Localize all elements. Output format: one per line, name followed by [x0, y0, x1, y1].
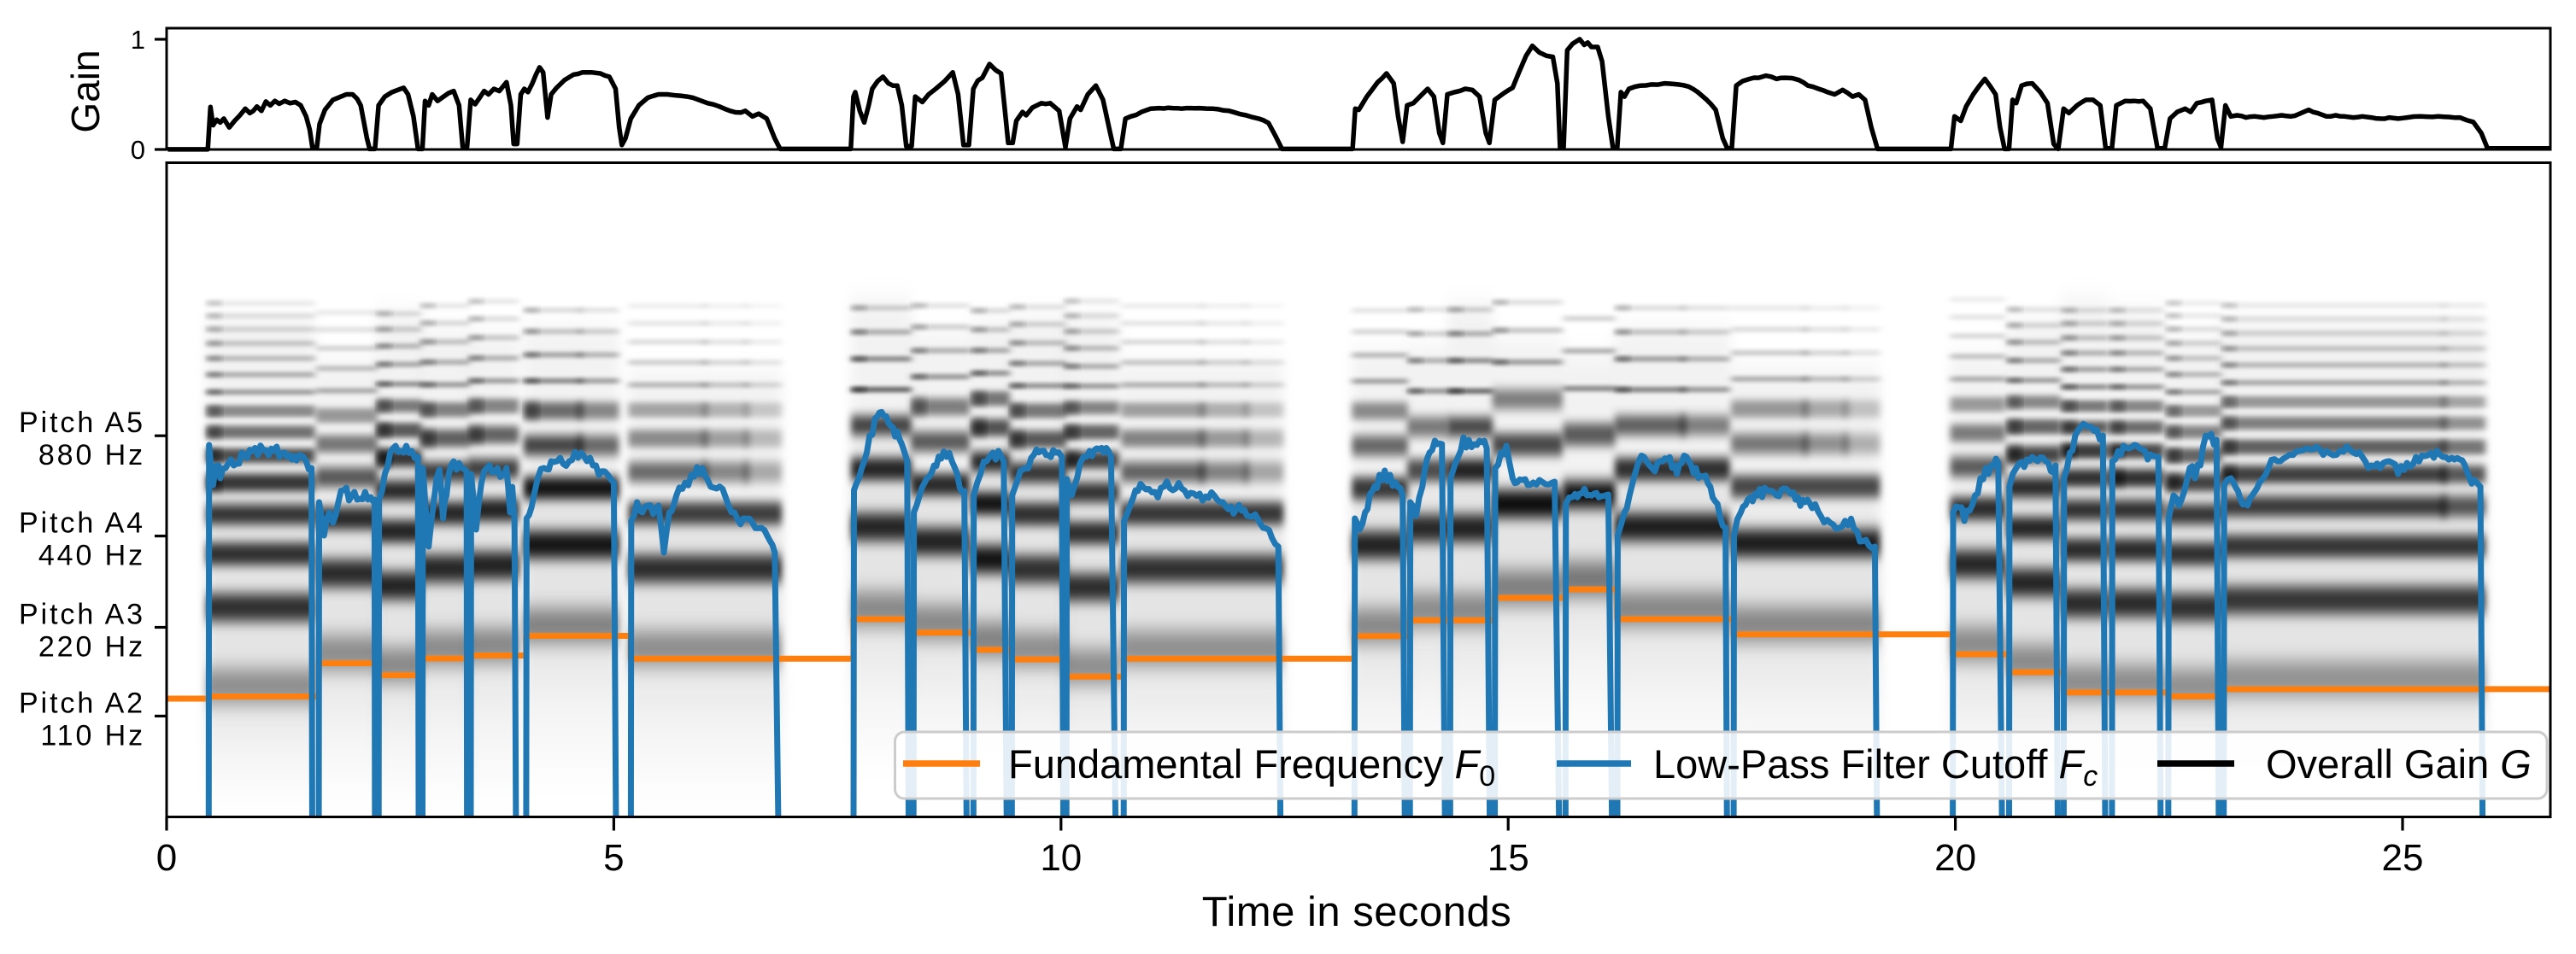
svg-text:Low-Pass Filter Cutoff Fc: Low-Pass Filter Cutoff Fc — [1653, 741, 2098, 793]
svg-text:25: 25 — [2382, 837, 2424, 879]
svg-text:Pitch A2: Pitch A2 — [19, 687, 145, 719]
svg-text:Gain: Gain — [63, 50, 108, 132]
svg-text:20: 20 — [1934, 837, 1976, 879]
svg-text:220 Hz: 220 Hz — [38, 631, 145, 664]
svg-text:Time in seconds: Time in seconds — [1202, 889, 1511, 935]
svg-text:Fundamental Frequency F0: Fundamental Frequency F0 — [1008, 741, 1495, 793]
svg-text:0: 0 — [156, 837, 177, 879]
svg-text:1: 1 — [131, 25, 145, 55]
svg-text:880 Hz: 880 Hz — [38, 439, 145, 471]
svg-text:Overall Gain G: Overall Gain G — [2266, 741, 2532, 787]
svg-text:110 Hz: 110 Hz — [40, 719, 145, 752]
svg-text:10: 10 — [1040, 837, 1082, 879]
svg-text:Pitch A3: Pitch A3 — [19, 599, 145, 631]
svg-text:0: 0 — [131, 135, 145, 165]
svg-text:440 Hz: 440 Hz — [38, 540, 145, 572]
svg-text:5: 5 — [603, 837, 624, 879]
svg-text:Pitch A4: Pitch A4 — [19, 507, 145, 540]
svg-text:Pitch A5: Pitch A5 — [19, 407, 145, 439]
svg-text:15: 15 — [1488, 837, 1529, 879]
